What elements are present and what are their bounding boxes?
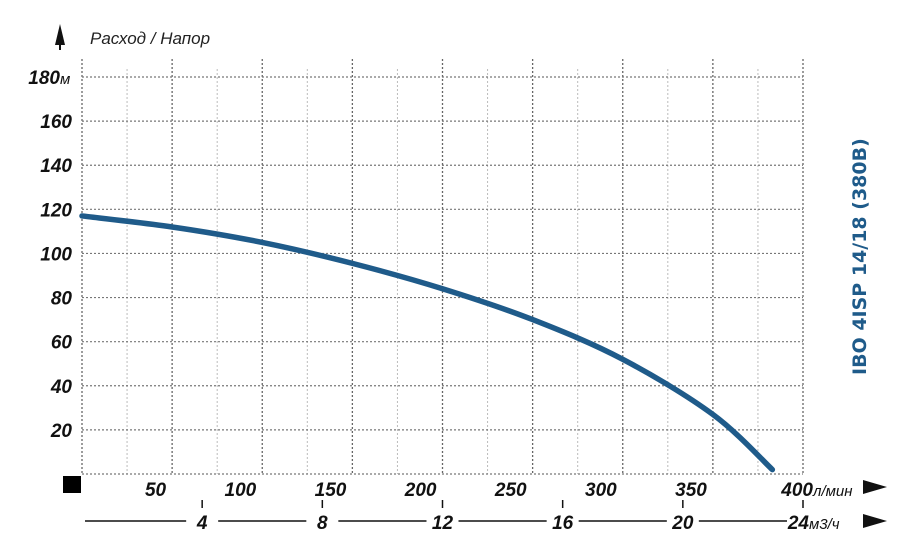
x-tick-label: 50 — [145, 480, 167, 501]
tick-labels: 20 40 60 80 100 120 140 160 180 м 50 100 150 200 250 30… — [28, 68, 852, 534]
x2-tick-label: 8 — [317, 513, 328, 534]
y-tick-label: 140 — [40, 156, 72, 177]
chart-title: IBO 4ISP 14/18 (380В) — [849, 138, 871, 375]
y-tick-label: 80 — [51, 289, 73, 310]
x-tick-label: 150 — [315, 480, 347, 501]
x-tick-label: 300 — [585, 480, 617, 501]
y-tick-label: 40 — [50, 377, 73, 398]
grid — [81, 59, 804, 475]
y-axis-arrow-icon — [55, 24, 65, 45]
x2-tick-label: 24 — [787, 513, 810, 534]
origin-marker — [63, 476, 81, 493]
x-axis-arrow-icon — [863, 480, 887, 494]
y-tick-label: 100 — [40, 244, 72, 265]
x-tick-label: 250 — [494, 480, 527, 501]
y-unit-label: м — [60, 71, 70, 88]
x2-tick-label: 4 — [196, 513, 208, 534]
x2-tick-label: 12 — [432, 513, 454, 534]
y-tick-label: 20 — [50, 421, 73, 442]
x2-tick-label: 16 — [552, 513, 574, 534]
x-tick-label: 400 — [780, 480, 813, 501]
y-tick-label: 160 — [40, 112, 72, 133]
x2-axis-arrow-icon — [863, 514, 887, 528]
x2-unit-label: м3/ч — [809, 516, 840, 533]
series-curve — [79, 213, 776, 473]
x-tick-label: 200 — [404, 480, 437, 501]
y-tick-label: 60 — [51, 333, 73, 354]
x-tick-label: 100 — [225, 480, 257, 501]
x-tick-label: 350 — [675, 480, 707, 501]
y-tick-label: 180 — [28, 68, 60, 89]
x-unit-label: л/мин — [812, 483, 853, 500]
x2-tick-label: 20 — [671, 513, 694, 534]
axes: Расход / Напор — [55, 24, 887, 528]
y-axis-label: Расход / Напор — [90, 29, 210, 48]
y-tick-label: 120 — [40, 200, 72, 221]
